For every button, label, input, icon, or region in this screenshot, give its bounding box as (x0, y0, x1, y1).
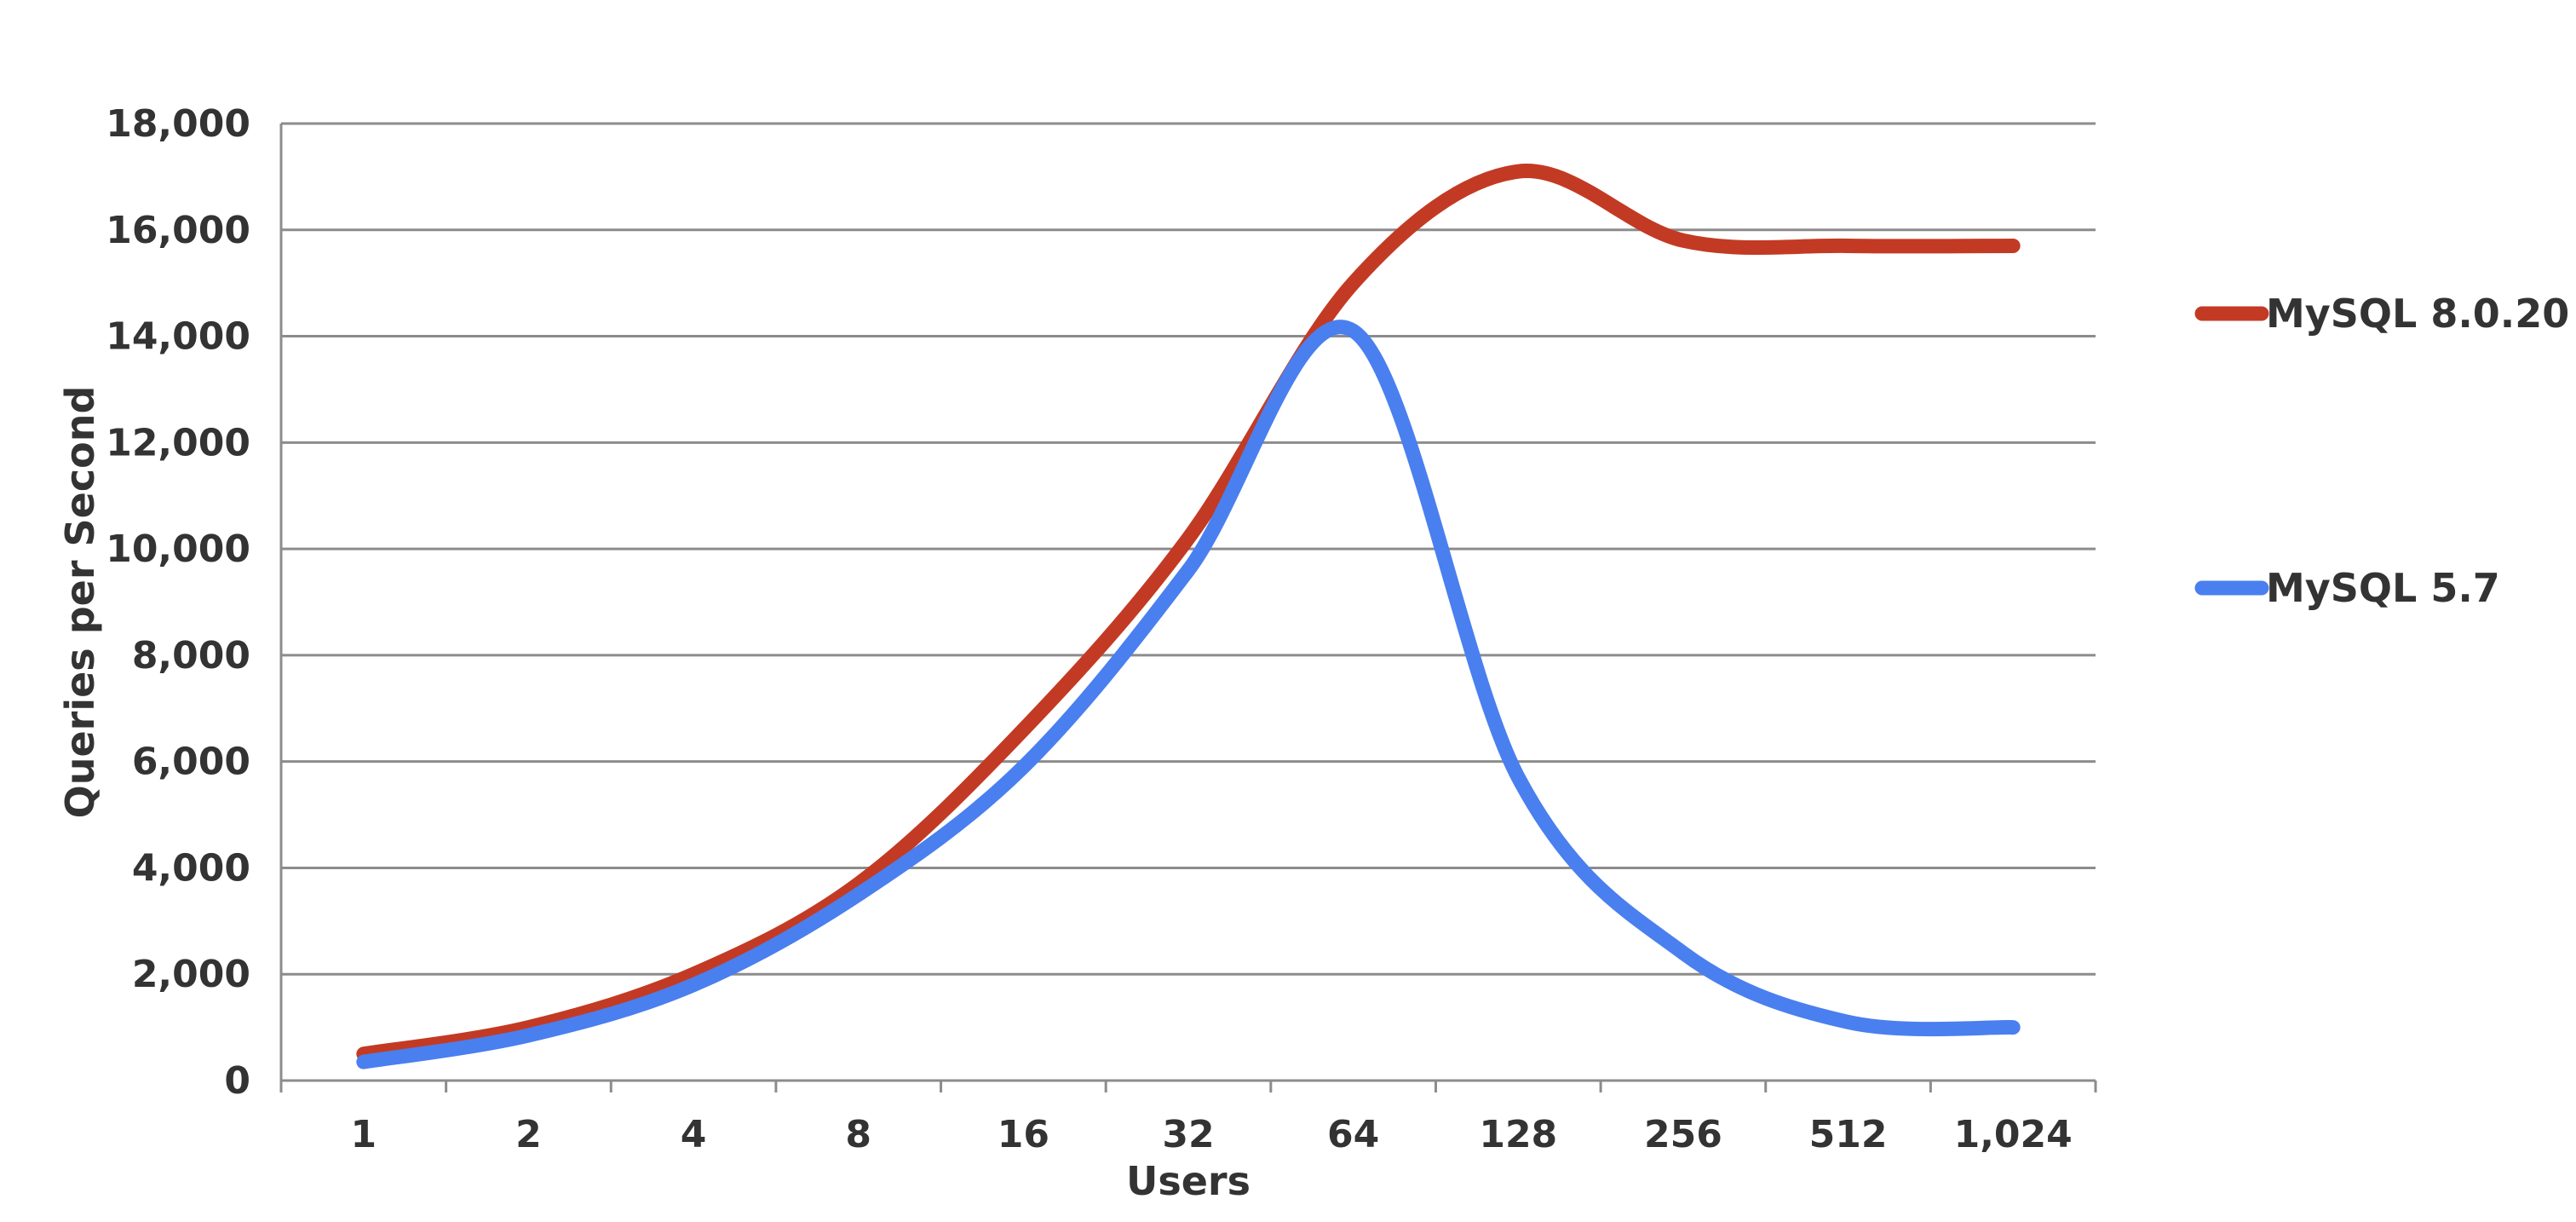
y-tick-labels: 0 2,000 4,000 6,000 8,000 10,000 12,000 14,000 1… (106, 102, 250, 1103)
y-tick-label: 12,000 (106, 421, 250, 464)
y-tick-label: 8,000 (132, 634, 250, 677)
x-axis-title: Users (1126, 1158, 1251, 1204)
x-tick-label: 256 (1644, 1113, 1722, 1156)
x-tick-label: 128 (1479, 1113, 1557, 1156)
y-tick-label: 18,000 (106, 102, 250, 146)
x-tick-label: 16 (998, 1113, 1049, 1156)
y-axis-title: Queries per Second (57, 386, 103, 819)
y-tick-label: 14,000 (106, 315, 250, 359)
legend: MySQL 8.0.20 MySQL 5.7 (2194, 291, 2569, 611)
x-tick-label: 512 (1809, 1113, 1888, 1156)
legend-label: MySQL 5.7 (2266, 565, 2500, 611)
x-tick-label: 2 (515, 1113, 542, 1156)
series-line-mysql-5-7 (356, 320, 2021, 1069)
y-tick-label: 0 (224, 1059, 250, 1103)
series-lines (356, 164, 2021, 1069)
x-tick-label: 4 (681, 1113, 707, 1156)
y-tick-label: 6,000 (132, 741, 250, 784)
x-tick-labels: 1 2 4 8 16 32 64 128 256 512 1,024 (351, 1113, 2073, 1156)
axes (279, 124, 2097, 1092)
y-tick-label: 16,000 (106, 209, 250, 252)
x-tick-label: 64 (1327, 1113, 1379, 1156)
x-tick-label: 1,024 (1954, 1113, 2073, 1156)
y-tick-label: 10,000 (106, 527, 250, 571)
y-tick-label: 4,000 (132, 846, 250, 890)
x-tick-label: 1 (351, 1113, 377, 1156)
legend-label: MySQL 8.0.20 (2266, 291, 2569, 337)
x-tick-label: 32 (1162, 1113, 1214, 1156)
series-line-mysql-8-0-20 (356, 164, 2021, 1062)
y-tick-label: 2,000 (132, 953, 250, 996)
x-tick-label: 8 (845, 1113, 871, 1156)
